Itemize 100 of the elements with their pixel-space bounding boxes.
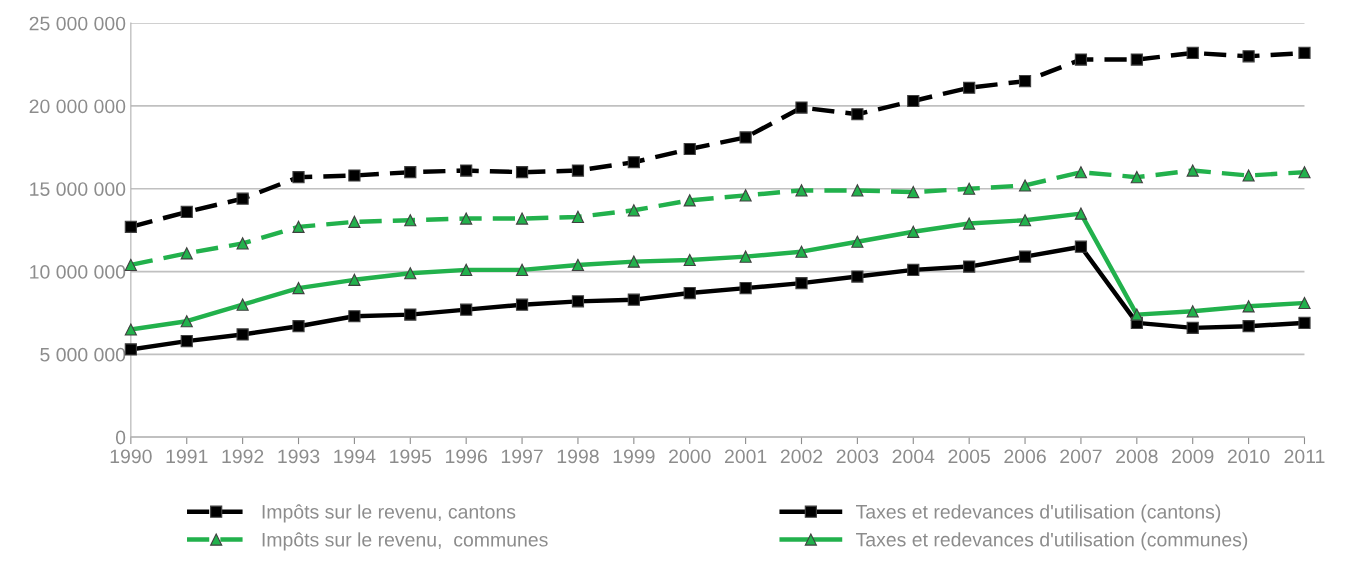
point xyxy=(515,298,529,311)
point xyxy=(404,166,417,179)
point xyxy=(1130,308,1143,321)
point xyxy=(683,142,696,156)
point xyxy=(180,247,193,260)
point xyxy=(907,263,920,277)
y-tick-label: 25 000 000 xyxy=(29,16,126,31)
point xyxy=(1242,50,1255,63)
point xyxy=(963,81,976,94)
x-tick-label: 2010 xyxy=(1227,449,1270,464)
point xyxy=(1186,305,1199,318)
x-tick-label: 1999 xyxy=(613,449,655,464)
point xyxy=(292,171,305,184)
x-tick-label: 1994 xyxy=(334,449,376,464)
point xyxy=(1186,164,1199,177)
point xyxy=(907,225,920,238)
x-tick-label: 1998 xyxy=(557,449,599,464)
point xyxy=(963,217,976,230)
x-tick-label: 2011 xyxy=(1284,449,1325,464)
point xyxy=(1242,169,1255,182)
point xyxy=(180,334,193,348)
point xyxy=(124,220,137,233)
point xyxy=(1018,250,1032,263)
x-tick-label: 2003 xyxy=(836,449,879,464)
point xyxy=(236,328,249,341)
x-tick-label: 2009 xyxy=(1172,449,1214,464)
legend-label: Impôts sur le revenu, cantons xyxy=(262,504,516,523)
point xyxy=(404,308,417,321)
point xyxy=(124,258,137,272)
point xyxy=(683,253,696,267)
point xyxy=(1018,214,1032,227)
y-tick-label: 15 000 000 xyxy=(30,182,126,196)
point xyxy=(1018,75,1032,88)
point xyxy=(683,194,696,207)
point xyxy=(907,94,920,108)
point xyxy=(627,255,640,268)
x-tick-label: 1992 xyxy=(222,449,264,464)
point xyxy=(795,101,808,114)
point xyxy=(1074,53,1088,66)
point xyxy=(515,263,529,277)
point xyxy=(627,156,640,169)
point xyxy=(1074,166,1088,179)
point xyxy=(739,281,752,295)
point xyxy=(739,250,752,263)
point xyxy=(236,237,249,250)
x-tick-label: 1995 xyxy=(390,449,432,464)
point xyxy=(404,267,417,280)
point xyxy=(851,270,864,283)
point xyxy=(236,298,249,311)
y-tick-label: 5 000 000 xyxy=(40,347,126,362)
point xyxy=(1130,171,1143,184)
x-tick-label: 2000 xyxy=(669,449,711,464)
point xyxy=(1074,207,1088,220)
point xyxy=(571,295,585,308)
x-tick-label: 2006 xyxy=(1004,449,1046,464)
point xyxy=(460,263,473,277)
point xyxy=(404,214,417,227)
point xyxy=(739,131,752,144)
x-tick-label: 1993 xyxy=(278,449,320,464)
y-tick-label: 20 000 000 xyxy=(29,99,126,114)
legend-label: Taxes et redevances d'utilisation (communes) xyxy=(856,532,1248,551)
x-tick-label: 2004 xyxy=(892,449,935,464)
point xyxy=(1186,321,1199,334)
x-tick-label: 1997 xyxy=(501,449,543,464)
point xyxy=(795,245,808,258)
x-tick-label: 2007 xyxy=(1060,449,1102,464)
point xyxy=(460,164,473,177)
x-tick-label: 2008 xyxy=(1116,449,1158,464)
x-tick-label: 2005 xyxy=(948,449,990,464)
point xyxy=(460,303,473,316)
point xyxy=(236,192,249,205)
point xyxy=(1298,46,1311,60)
point xyxy=(739,189,752,202)
point xyxy=(571,258,585,272)
x-tick-label: 1996 xyxy=(446,449,487,464)
point xyxy=(1242,300,1255,313)
point xyxy=(795,277,808,290)
point xyxy=(963,260,976,273)
x-tick-label: 1990 xyxy=(110,449,152,464)
legend-label: Taxes et redevances d'utilisation (cantons) xyxy=(856,504,1221,523)
point xyxy=(571,210,585,224)
legend-label: Impôts sur le revenu, communes xyxy=(262,532,548,551)
point xyxy=(460,212,473,225)
point xyxy=(627,204,640,217)
point xyxy=(627,293,640,306)
point xyxy=(963,182,976,195)
y-tick-label: 10 000 000 xyxy=(30,265,126,279)
y-tick-label: 0 xyxy=(115,430,126,445)
point xyxy=(124,323,137,336)
point xyxy=(795,184,808,197)
point xyxy=(348,215,361,228)
point xyxy=(851,235,864,248)
point xyxy=(348,273,361,286)
point xyxy=(1186,46,1199,60)
point xyxy=(515,212,529,225)
point xyxy=(571,164,585,177)
point xyxy=(1242,320,1255,333)
point xyxy=(907,185,920,199)
point xyxy=(348,169,361,182)
point xyxy=(515,166,529,179)
